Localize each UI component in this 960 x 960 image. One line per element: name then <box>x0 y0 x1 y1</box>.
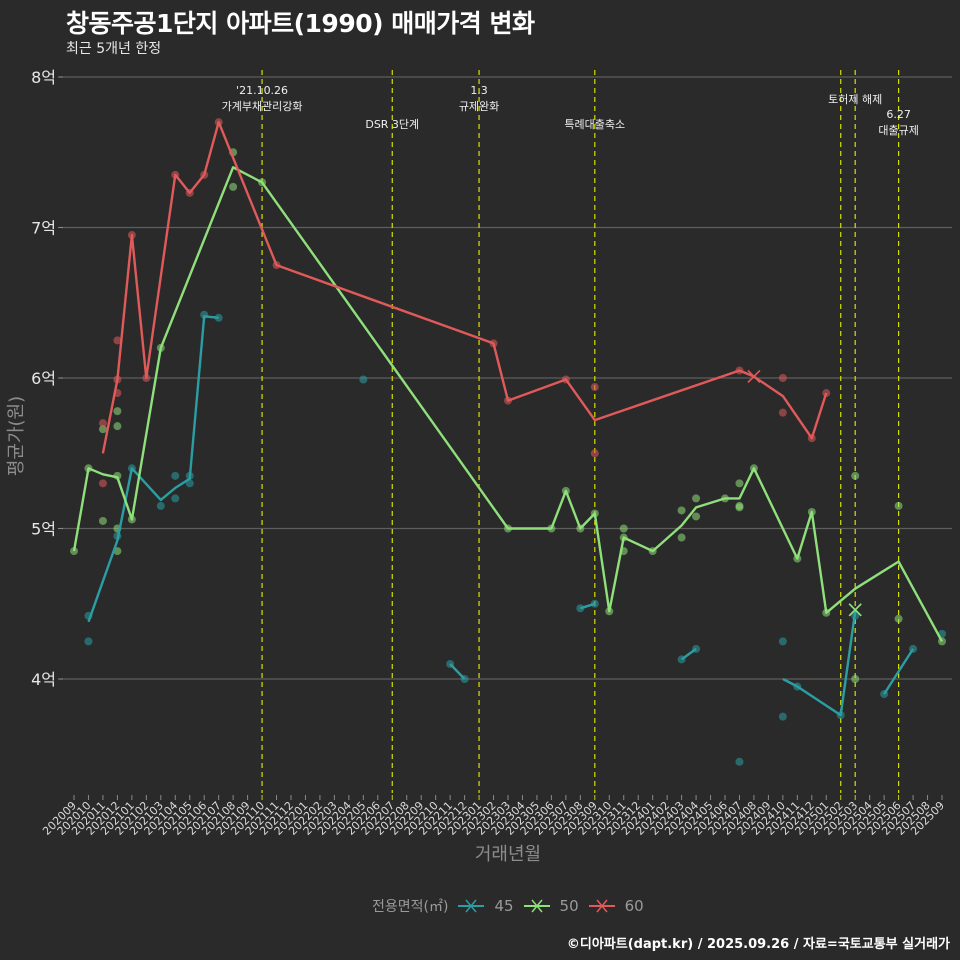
data-point-50 <box>894 501 903 510</box>
policy-lines <box>261 70 900 793</box>
chart-subtitle: 최근 5개년 한정 <box>66 41 162 57</box>
data-point-50 <box>735 479 744 488</box>
data-point-50 <box>113 422 122 431</box>
data-point-45 <box>171 471 180 480</box>
data-point-45 <box>590 599 599 608</box>
data-point-50 <box>851 471 860 480</box>
data-point-45 <box>84 637 93 646</box>
y-tick-label: 8억 <box>31 68 56 87</box>
policy-annotation: 규제완화 <box>459 100 499 113</box>
data-point-60 <box>113 336 122 345</box>
data-point-45 <box>778 712 787 721</box>
highlight-markers <box>747 369 862 617</box>
legend-key-45-icon <box>458 899 485 913</box>
legend-label: 50 <box>559 897 579 915</box>
data-points <box>70 118 946 766</box>
legend-item-45[interactable]: 45 <box>458 897 514 915</box>
series-line-45 <box>449 663 466 680</box>
series-line-45 <box>579 602 596 610</box>
x-axis-label: 거래년월 <box>475 844 541 865</box>
data-point-60 <box>590 383 599 392</box>
legend-item-60[interactable]: 60 <box>588 897 644 915</box>
legend-key-60-icon <box>588 899 615 913</box>
data-point-60 <box>98 479 107 488</box>
data-point-60 <box>590 449 599 458</box>
series-lines <box>72 120 944 717</box>
chart-title: 창동주공1단지 아파트(1990) 매매가격 변화 <box>66 9 535 38</box>
policy-annotation: 대출규제 <box>878 124 918 137</box>
policy-annotation: 토허제 해제 <box>828 92 882 106</box>
data-point-50 <box>677 533 686 542</box>
legend-label: 45 <box>494 897 514 915</box>
series-line-45 <box>782 611 857 717</box>
y-axis-label: 평균가(원) <box>6 396 27 476</box>
series-line-60 <box>101 120 828 454</box>
legend-key-50-icon <box>523 899 550 913</box>
data-point-50 <box>229 182 238 191</box>
source-credit: ©디아파트(dapt.kr) / 2025.09.26 / 자료=국토교통부 실… <box>566 937 950 952</box>
y-tick-label: 4억 <box>31 670 56 689</box>
x-axis-ticks: 2020092020102020112020122021012021022021… <box>40 795 947 838</box>
policy-annotation: 6.27 <box>886 108 911 121</box>
series-line-50 <box>72 166 944 642</box>
data-point-50 <box>894 614 903 623</box>
legend-title: 전용면적(㎡) <box>372 899 449 915</box>
data-point-50 <box>692 494 701 503</box>
highlight-marker-50 <box>848 603 862 617</box>
y-axis-ticks: 4억 5억 6억 7억 8억 <box>31 68 63 689</box>
gridlines <box>60 76 952 680</box>
data-point-45 <box>171 494 180 503</box>
data-point-50 <box>113 407 122 416</box>
policy-annotation: 가계부채관리강화 <box>222 100 303 113</box>
data-point-50 <box>677 506 686 515</box>
data-point-50 <box>619 524 628 533</box>
data-point-45 <box>778 637 787 646</box>
series-line-45 <box>680 647 697 661</box>
policy-annotation: 특례대출축소 <box>564 118 625 131</box>
policy-annotation: 1.3 <box>470 84 488 97</box>
data-point-50 <box>98 516 107 525</box>
series-line-45 <box>883 648 915 695</box>
legend: 전용면적(㎡) 45 50 60 <box>372 896 654 916</box>
y-tick-label: 7억 <box>31 219 56 238</box>
y-tick-label: 5억 <box>31 520 56 539</box>
policy-annotation: DSR 3단계 <box>365 118 419 131</box>
data-point-45 <box>156 501 165 510</box>
data-point-45 <box>735 757 744 766</box>
legend-label: 60 <box>624 897 644 915</box>
data-point-50 <box>98 425 107 434</box>
data-point-50 <box>692 512 701 521</box>
series-line-45 <box>87 315 219 623</box>
data-point-45 <box>359 375 368 384</box>
data-point-50 <box>735 503 744 512</box>
policy-annotation: '21.10.26 <box>236 84 288 97</box>
legend-item-50[interactable]: 50 <box>523 897 579 915</box>
data-point-60 <box>778 374 787 382</box>
data-point-60 <box>98 419 107 428</box>
data-point-50 <box>851 675 860 683</box>
y-tick-label: 6억 <box>31 369 56 388</box>
highlight-marker-60 <box>747 369 761 384</box>
data-point-60 <box>778 408 787 417</box>
